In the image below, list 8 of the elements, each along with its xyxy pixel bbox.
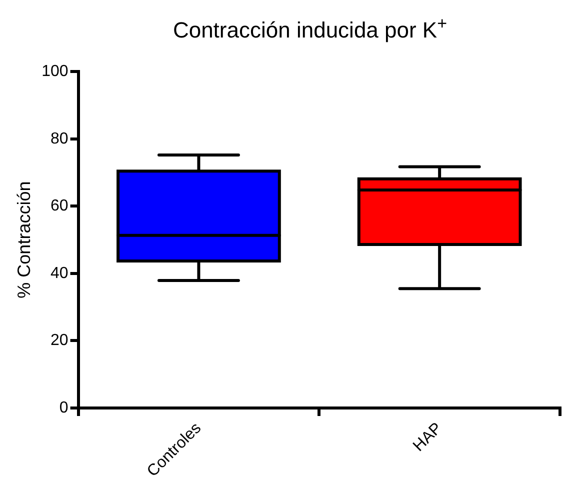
chart-title: Contracción inducida por K$^{+}$ bbox=[172, 14, 448, 44]
y-axis-title: % Contracción bbox=[14, 181, 34, 298]
y-tick-label: 40 bbox=[50, 264, 68, 282]
y-tick-label: 20 bbox=[50, 332, 68, 350]
y-tick-label: 100 bbox=[42, 63, 68, 80]
y-tick-label: 80 bbox=[50, 130, 68, 148]
y-tick-label: 60 bbox=[50, 198, 68, 215]
y-tick-label: 0 bbox=[59, 399, 68, 416]
